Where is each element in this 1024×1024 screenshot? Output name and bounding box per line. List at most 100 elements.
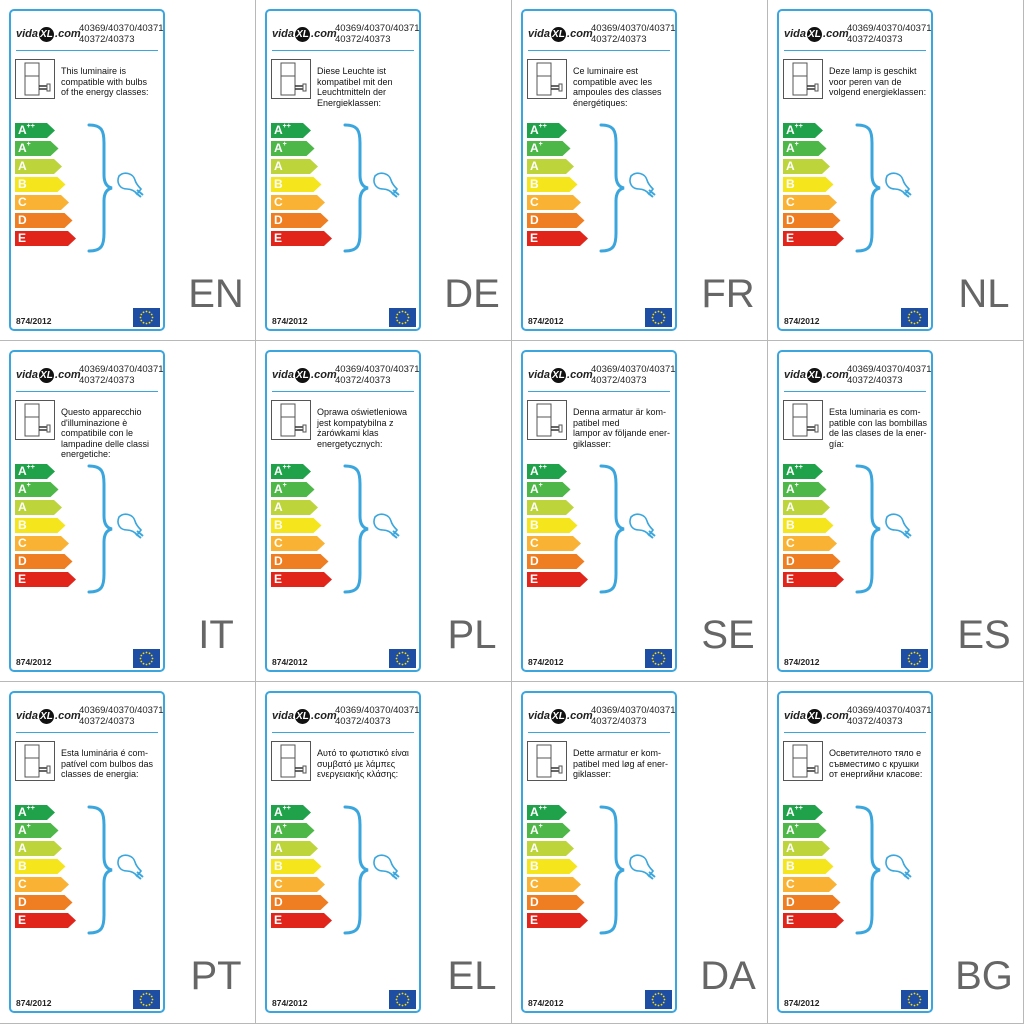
energy-class-letter: A bbox=[18, 841, 27, 856]
energy-class-letter-text: A bbox=[274, 805, 283, 819]
energy-class-bar: D bbox=[271, 213, 329, 228]
energy-class-letter: D bbox=[786, 213, 795, 228]
energy-class-letter: A+ bbox=[530, 141, 543, 156]
energy-class-letter: B bbox=[18, 518, 27, 533]
energy-class-bar: A bbox=[271, 841, 318, 856]
product-code: 40369/40370/40371 bbox=[591, 705, 676, 716]
label-cell-nl: vida XL .com 40369/40370/40371 40372/40373 De… bbox=[768, 0, 1024, 341]
compatibility-line: patible con las bombillas bbox=[829, 417, 928, 428]
compatibility-line: Esta luminária é com- bbox=[61, 748, 149, 758]
energy-class-bar: C bbox=[15, 195, 69, 210]
energy-class-letter-text: C bbox=[18, 877, 27, 891]
product-codes: 40369/40370/40371 40372/40373 bbox=[591, 23, 677, 45]
logo-text: vida bbox=[528, 710, 551, 722]
energy-label-card: vida XL .com 40369/40370/40371 40372/40373 Ос… bbox=[777, 691, 933, 1013]
energy-class-plus: ++ bbox=[794, 805, 803, 812]
product-code: 40372/40373 bbox=[335, 716, 391, 727]
regulation-number: 874/2012 bbox=[272, 316, 308, 326]
energy-class-bar: A+ bbox=[15, 823, 59, 838]
header-divider bbox=[272, 732, 414, 733]
product-code: 40372/40373 bbox=[79, 34, 135, 45]
brand-logo: vida XL .com bbox=[16, 366, 81, 384]
energy-class-letter-text: B bbox=[530, 177, 539, 191]
energy-class-letter: C bbox=[274, 536, 283, 551]
energy-class-bar: E bbox=[527, 913, 588, 928]
energy-class-letter: B bbox=[530, 177, 539, 192]
brace-icon bbox=[855, 123, 881, 253]
luminaire-icon bbox=[783, 400, 823, 440]
energy-class-letter-text: A bbox=[274, 159, 283, 173]
energy-class-letter: C bbox=[786, 195, 795, 210]
energy-class-letter-text: B bbox=[530, 859, 539, 873]
eu-flag-icon bbox=[645, 990, 672, 1009]
energy-class-letter: A bbox=[274, 500, 283, 515]
eu-flag-icon bbox=[133, 990, 160, 1009]
energy-class-plus: ++ bbox=[282, 464, 291, 471]
energy-class-bar: A bbox=[527, 500, 574, 515]
energy-class-plus: + bbox=[538, 482, 543, 489]
energy-class-plus: + bbox=[282, 482, 287, 489]
compatibility-line: énergétiques: bbox=[573, 97, 628, 108]
header-divider bbox=[272, 50, 414, 51]
energy-class-bar: A++ bbox=[783, 123, 823, 138]
energy-label-card: vida XL .com 40369/40370/40371 40372/40373 Di… bbox=[265, 9, 421, 331]
brace-icon bbox=[855, 464, 881, 594]
regulation-number: 874/2012 bbox=[16, 657, 52, 667]
energy-class-plus: ++ bbox=[26, 123, 35, 130]
energy-class-bar: D bbox=[15, 895, 73, 910]
energy-class-letter: B bbox=[18, 859, 27, 874]
energy-class-bar: A+ bbox=[527, 823, 571, 838]
product-code: 40372/40373 bbox=[847, 375, 903, 386]
energy-class-letter: B bbox=[530, 518, 539, 533]
energy-class-letter: E bbox=[530, 572, 538, 587]
brace-icon bbox=[87, 123, 113, 253]
compatibility-line: Deze lamp is geschikt bbox=[829, 66, 917, 76]
energy-class-bar: B bbox=[15, 177, 66, 192]
compatibility-text: Denna armatur är kom-patibel med lampor a… bbox=[573, 407, 677, 449]
product-code: 40372/40373 bbox=[79, 375, 135, 386]
energy-class-bar: D bbox=[783, 554, 841, 569]
logo-badge: XL bbox=[551, 367, 567, 383]
energy-label-card: vida XL .com 40369/40370/40371 40372/40373 Op… bbox=[265, 350, 421, 672]
logo-text: vida bbox=[528, 28, 551, 40]
energy-class-letter-text: A bbox=[786, 841, 795, 855]
energy-class-letter: A+ bbox=[274, 141, 287, 156]
compatibility-line: Denna armatur är kom- bbox=[573, 407, 667, 417]
energy-class-letter-text: D bbox=[530, 554, 539, 568]
energy-class-letter-text: A bbox=[530, 500, 539, 514]
compatibility-text: Esta luminária é com-patível com bulbos … bbox=[61, 748, 165, 780]
product-codes: 40369/40370/40371 40372/40373 bbox=[847, 23, 933, 45]
energy-class-letter: A++ bbox=[18, 805, 35, 820]
energy-class-bar: A bbox=[15, 500, 62, 515]
energy-class-letter: C bbox=[18, 536, 27, 551]
energy-class-bar: B bbox=[527, 859, 578, 874]
logo-badge: XL bbox=[807, 367, 823, 383]
energy-class-letter: A+ bbox=[18, 823, 31, 838]
energy-class-letter-text: A bbox=[18, 123, 27, 137]
energy-class-bar: A bbox=[15, 841, 62, 856]
energy-class-letter: A++ bbox=[530, 805, 547, 820]
energy-class-bar: C bbox=[271, 536, 325, 551]
energy-class-letter: D bbox=[18, 213, 27, 228]
logo-domain: .com bbox=[567, 369, 593, 381]
energy-class-letter: A+ bbox=[530, 823, 543, 838]
energy-class-bar: E bbox=[271, 572, 332, 587]
energy-class-letter-text: D bbox=[18, 554, 27, 568]
energy-class-letter: D bbox=[274, 213, 283, 228]
energy-class-letter-text: A bbox=[274, 841, 283, 855]
energy-class-bar: D bbox=[527, 554, 585, 569]
compatibility-text: This luminaire is compatible with bulbs of… bbox=[61, 66, 165, 98]
product-code: 40369/40370/40371 bbox=[591, 364, 676, 375]
energy-class-letter-text: D bbox=[786, 554, 795, 568]
energy-class-bar: C bbox=[15, 877, 69, 892]
logo-domain: .com bbox=[311, 28, 337, 40]
regulation-number: 874/2012 bbox=[784, 316, 820, 326]
energy-label-card: vida XL .com 40369/40370/40371 40372/40373 Es… bbox=[9, 691, 165, 1013]
energy-class-letter: C bbox=[18, 195, 27, 210]
energy-class-plus: + bbox=[794, 823, 799, 830]
energy-class-bar: E bbox=[783, 913, 844, 928]
product-code: 40369/40370/40371 bbox=[79, 364, 164, 375]
energy-class-bar: A+ bbox=[271, 141, 315, 156]
label-cell-se: vida XL .com 40369/40370/40371 40372/40373 De… bbox=[512, 341, 768, 682]
